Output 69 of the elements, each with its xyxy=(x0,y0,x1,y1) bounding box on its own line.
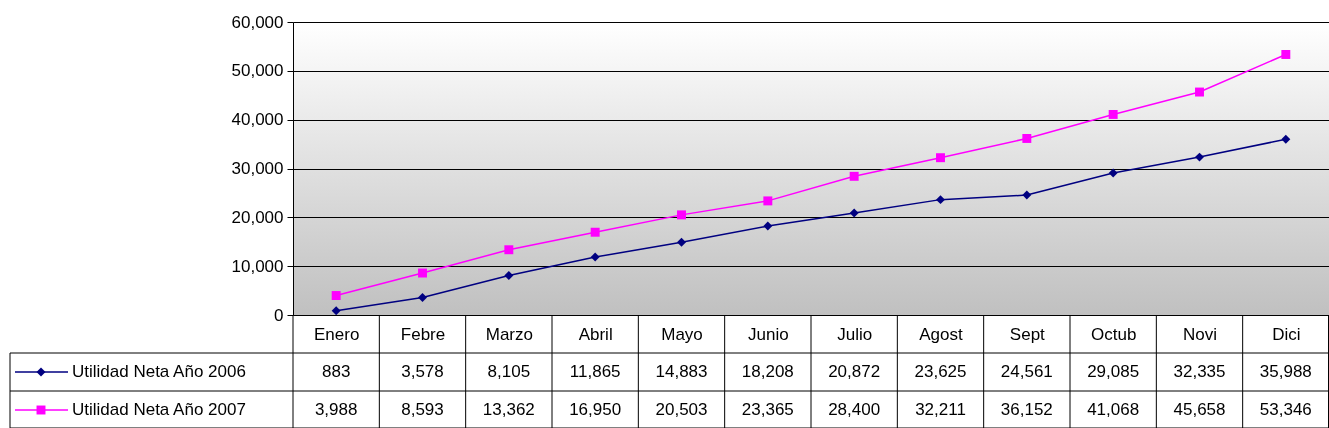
legend-label: Utilidad Neta Año 2006 xyxy=(72,362,246,381)
x-tick-label: Agost xyxy=(919,324,964,344)
data-label: 53,346 xyxy=(1259,400,1312,419)
data-label: 36,152 xyxy=(1000,400,1053,419)
y-tick-label: 0 xyxy=(274,305,284,325)
x-tick-label: Mayo xyxy=(661,324,703,344)
point xyxy=(1108,168,1118,178)
data-label: 23,365 xyxy=(741,400,794,419)
point xyxy=(763,221,773,231)
data-label: 41,068 xyxy=(1087,400,1140,419)
point xyxy=(1195,87,1204,97)
point xyxy=(936,195,945,205)
x-tick-label: Julio xyxy=(837,324,873,344)
x-tick-label: Junio xyxy=(748,324,789,344)
point xyxy=(763,196,773,206)
point xyxy=(1281,134,1291,144)
data-label: 29,085 xyxy=(1087,362,1140,381)
data-label: 16,950 xyxy=(569,400,622,419)
x-tick-label: Dici xyxy=(1272,324,1301,344)
x-tick-label: Febre xyxy=(400,324,446,344)
point xyxy=(1281,50,1291,59)
point xyxy=(331,306,341,316)
data-label: 32,211 xyxy=(915,400,966,419)
point xyxy=(418,268,427,278)
y-tick-label: 60,000 xyxy=(231,12,284,32)
x-tick-label: Marzo xyxy=(485,324,533,344)
point xyxy=(1108,109,1118,119)
data-label: 8,105 xyxy=(487,362,531,381)
y-tick-label: 50,000 xyxy=(231,61,284,81)
point xyxy=(418,293,427,302)
data-label: 883 xyxy=(321,362,351,381)
data-label: 32,335 xyxy=(1173,362,1226,381)
data-label: 3,578 xyxy=(401,362,444,381)
data-label: 13,362 xyxy=(482,400,535,419)
point xyxy=(936,153,945,163)
point xyxy=(677,237,686,247)
x-tick-label: Novi xyxy=(1182,324,1218,344)
x-tick-label: Enero xyxy=(313,324,360,344)
point xyxy=(1022,190,1032,200)
point xyxy=(849,171,859,181)
point xyxy=(849,208,859,218)
point xyxy=(590,252,600,262)
data-label: 28,400 xyxy=(828,400,881,419)
point xyxy=(677,210,686,220)
y-tick-label: 10,000 xyxy=(231,256,284,276)
data-label: 45,658 xyxy=(1173,400,1226,419)
x-tick-label: Octub xyxy=(1090,324,1137,344)
data-label: 20,872 xyxy=(828,362,881,381)
data-label: 20,503 xyxy=(655,400,708,419)
data-label: 18,208 xyxy=(741,362,794,381)
point xyxy=(1022,133,1032,143)
data-label: 35,988 xyxy=(1259,362,1312,381)
point xyxy=(590,227,600,237)
x-tick-label: Sept xyxy=(1009,324,1046,344)
data-label: 14,883 xyxy=(655,362,708,381)
y-tick-label: 40,000 xyxy=(231,110,284,130)
data-label: 3,988 xyxy=(314,400,358,419)
data-label: 24,561 xyxy=(1000,362,1053,381)
point xyxy=(504,270,514,280)
data-label: 11,865 xyxy=(569,362,621,381)
data-label: 23,625 xyxy=(914,362,967,381)
legend-label: Utilidad Neta Año 2007 xyxy=(72,400,246,419)
x-tick-label: Abril xyxy=(578,324,613,344)
y-tick-label: 20,000 xyxy=(231,207,284,227)
y-tick-label: 30,000 xyxy=(231,159,284,178)
point xyxy=(331,291,341,300)
point xyxy=(1195,152,1204,162)
point xyxy=(504,245,514,255)
data-label: 8,593 xyxy=(401,400,444,419)
